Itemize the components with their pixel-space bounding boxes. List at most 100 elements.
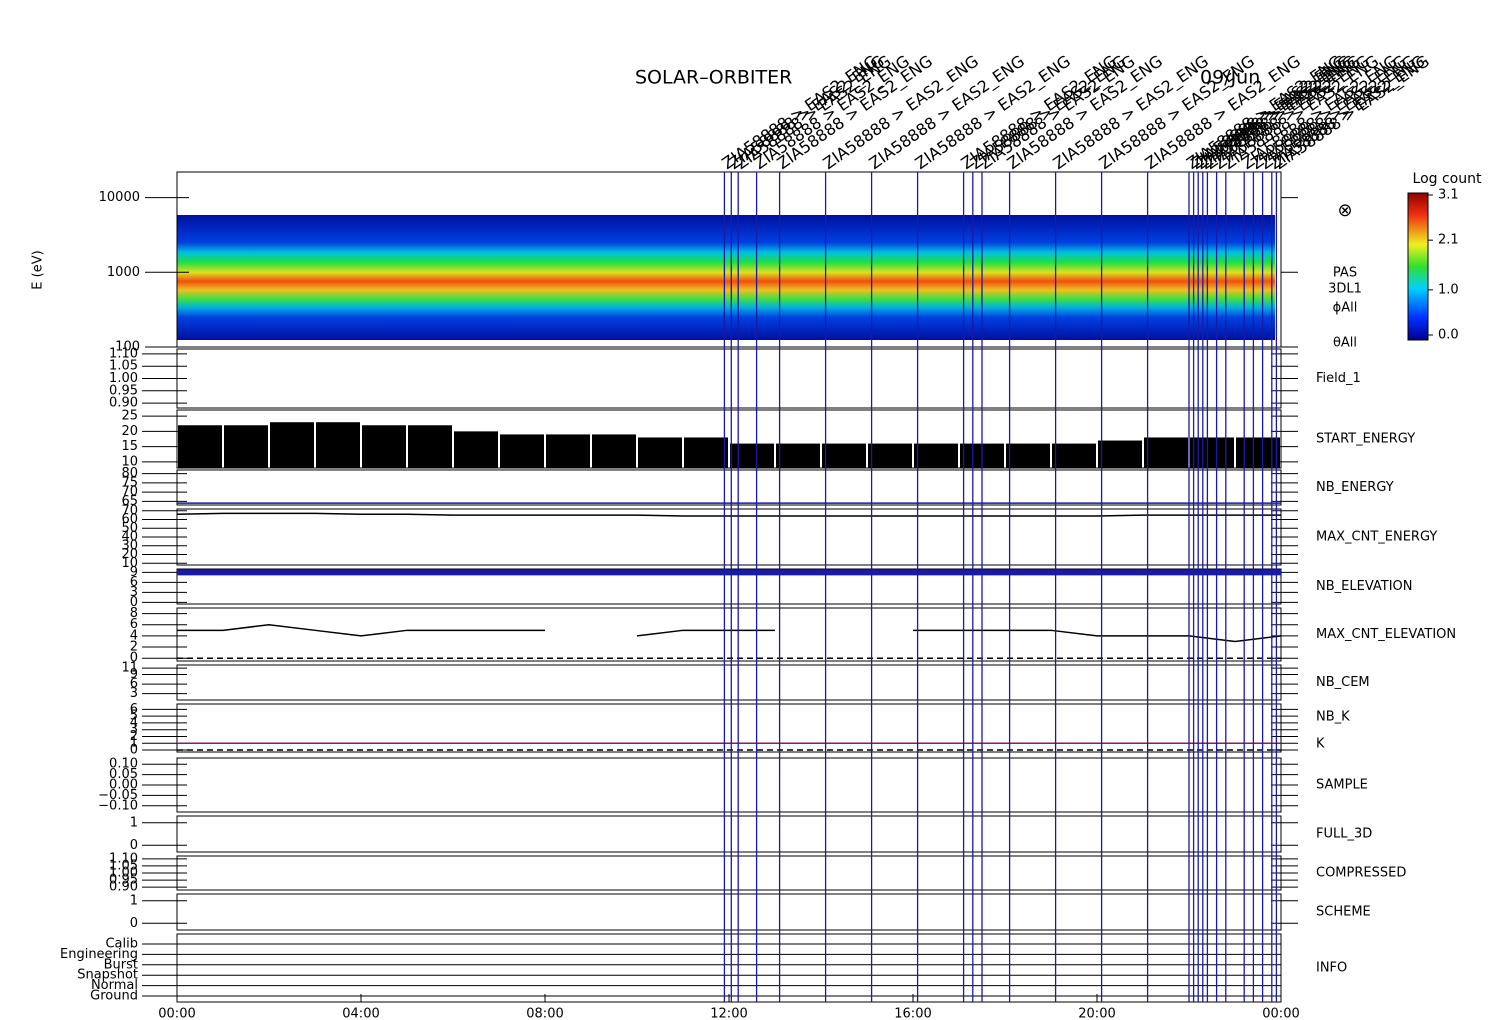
panel-frame	[176, 469, 1282, 506]
panel-frame	[176, 815, 1282, 853]
panel-label: NB_ELEVATION	[1316, 579, 1413, 594]
y-tick-label: 0.90	[109, 396, 138, 411]
panel-label: ϕAll	[1333, 301, 1358, 316]
bar	[592, 434, 636, 468]
panel-label: SAMPLE	[1316, 778, 1368, 793]
y-tick-label: 0.95	[109, 383, 138, 398]
series-line	[636, 629, 775, 637]
y-category-label: Normal	[91, 978, 138, 993]
y-tick-label: 1.05	[109, 359, 138, 374]
y-tick-label: 0	[130, 742, 138, 757]
bar	[270, 422, 314, 468]
y-tick-label: 20	[121, 547, 138, 562]
y-tick-label: 4	[130, 715, 138, 730]
panel-frame	[176, 409, 1282, 469]
bar	[316, 422, 360, 468]
bar	[730, 443, 774, 468]
y-category-label: Burst	[104, 957, 138, 972]
y-tick-label: 10000	[99, 190, 140, 205]
y-tick-label: 2	[130, 729, 138, 744]
panel-frame	[176, 568, 1282, 605]
y-tick-label: 8	[130, 606, 138, 621]
y-tick-label: 0	[130, 595, 138, 610]
spectrogram-image	[177, 215, 1275, 340]
panel-label: PAS	[1333, 266, 1357, 281]
y-tick-label: 6	[130, 575, 138, 590]
y-tick-label: −0.10	[98, 798, 138, 813]
y-category-label: Snapshot	[77, 968, 138, 983]
date: 09/Jun	[1200, 67, 1260, 89]
panel-frame	[176, 171, 1282, 348]
y-tick-label: 0	[130, 916, 138, 931]
bar	[1190, 437, 1234, 468]
series-line	[177, 623, 545, 637]
y-tick-label: 100	[115, 340, 140, 355]
y-tick-label: 0	[130, 651, 138, 666]
bar	[1006, 443, 1050, 468]
x-tick-label: 00:00	[158, 1007, 195, 1020]
y-tick-label: 5	[130, 709, 138, 724]
y-tick-label: 1.10	[109, 851, 138, 866]
bar	[1236, 437, 1280, 468]
y-tick-label: 60	[121, 512, 138, 527]
x-tick-label: 08:00	[526, 1007, 563, 1020]
bar	[362, 425, 406, 468]
panel-label: MAX_CNT_ENERGY	[1316, 530, 1437, 545]
panel-label: NB_K	[1316, 710, 1350, 725]
y-tick-label: 65	[121, 494, 138, 509]
y-axis-label: E (eV)	[31, 250, 46, 289]
x-tick-label: 20:00	[1078, 1007, 1115, 1020]
y-tick-label: 25	[121, 409, 138, 424]
bar	[684, 437, 728, 468]
panel-label: INFO	[1316, 961, 1347, 976]
y-category-label: Calib	[105, 937, 138, 952]
y-tick-label: 1.10	[109, 346, 138, 361]
bar	[178, 425, 222, 468]
y-tick-label: 0.00	[109, 778, 138, 793]
panel-frame	[176, 664, 1282, 701]
y-tick-label: 10	[121, 556, 138, 571]
panel-frame	[176, 703, 1282, 753]
y-tick-label: 70	[121, 503, 138, 518]
x-tick-label: 04:00	[342, 1007, 379, 1020]
y-tick-label: 0.10	[109, 757, 138, 772]
y-tick-label: 6	[130, 677, 138, 692]
y-tick-label: 6	[130, 702, 138, 717]
y-tick-label: 6	[130, 617, 138, 632]
y-tick-label: 40	[121, 530, 138, 545]
panel-frame	[176, 508, 1282, 566]
bar	[408, 425, 452, 468]
panel-frame	[176, 893, 1282, 931]
y-tick-label: 0.05	[109, 767, 138, 782]
y-tick-label: 1.05	[109, 858, 138, 873]
bar	[868, 443, 912, 468]
y-tick-label: 4	[130, 628, 138, 643]
y-tick-label: 0.95	[109, 873, 138, 888]
bar	[1098, 440, 1142, 468]
y-tick-label: 1000	[107, 265, 140, 280]
series-line	[176, 512, 1281, 517]
y-tick-label: 10	[121, 454, 138, 469]
colorbar-title: Log count	[1413, 171, 1482, 187]
y-tick-label: 50	[121, 521, 138, 536]
bar	[546, 434, 590, 468]
y-tick-label: 1	[130, 736, 138, 751]
panel-label: START_ENERGY	[1316, 432, 1415, 447]
panel-label: COMPRESSED	[1316, 866, 1406, 881]
bar	[500, 434, 544, 468]
colorbar-tick-label: 3.1	[1438, 188, 1459, 203]
y-tick-label: 3	[130, 686, 138, 701]
y-category-label: Engineering	[60, 947, 138, 962]
colorbar-tick-label: 0.0	[1438, 328, 1459, 343]
y-tick-label: 20	[121, 424, 138, 439]
series-line	[913, 629, 1282, 643]
colorbar-tick-label: 1.0	[1438, 282, 1459, 297]
y-tick-label: 70	[121, 485, 138, 500]
y-tick-label: 75	[121, 475, 138, 490]
bar	[1144, 437, 1188, 468]
panel-label: FULL_3D	[1316, 827, 1372, 842]
y-tick-label: 15	[121, 439, 138, 454]
panel-frame	[176, 607, 1282, 662]
colorbar-tick-label: 2.1	[1438, 233, 1459, 248]
